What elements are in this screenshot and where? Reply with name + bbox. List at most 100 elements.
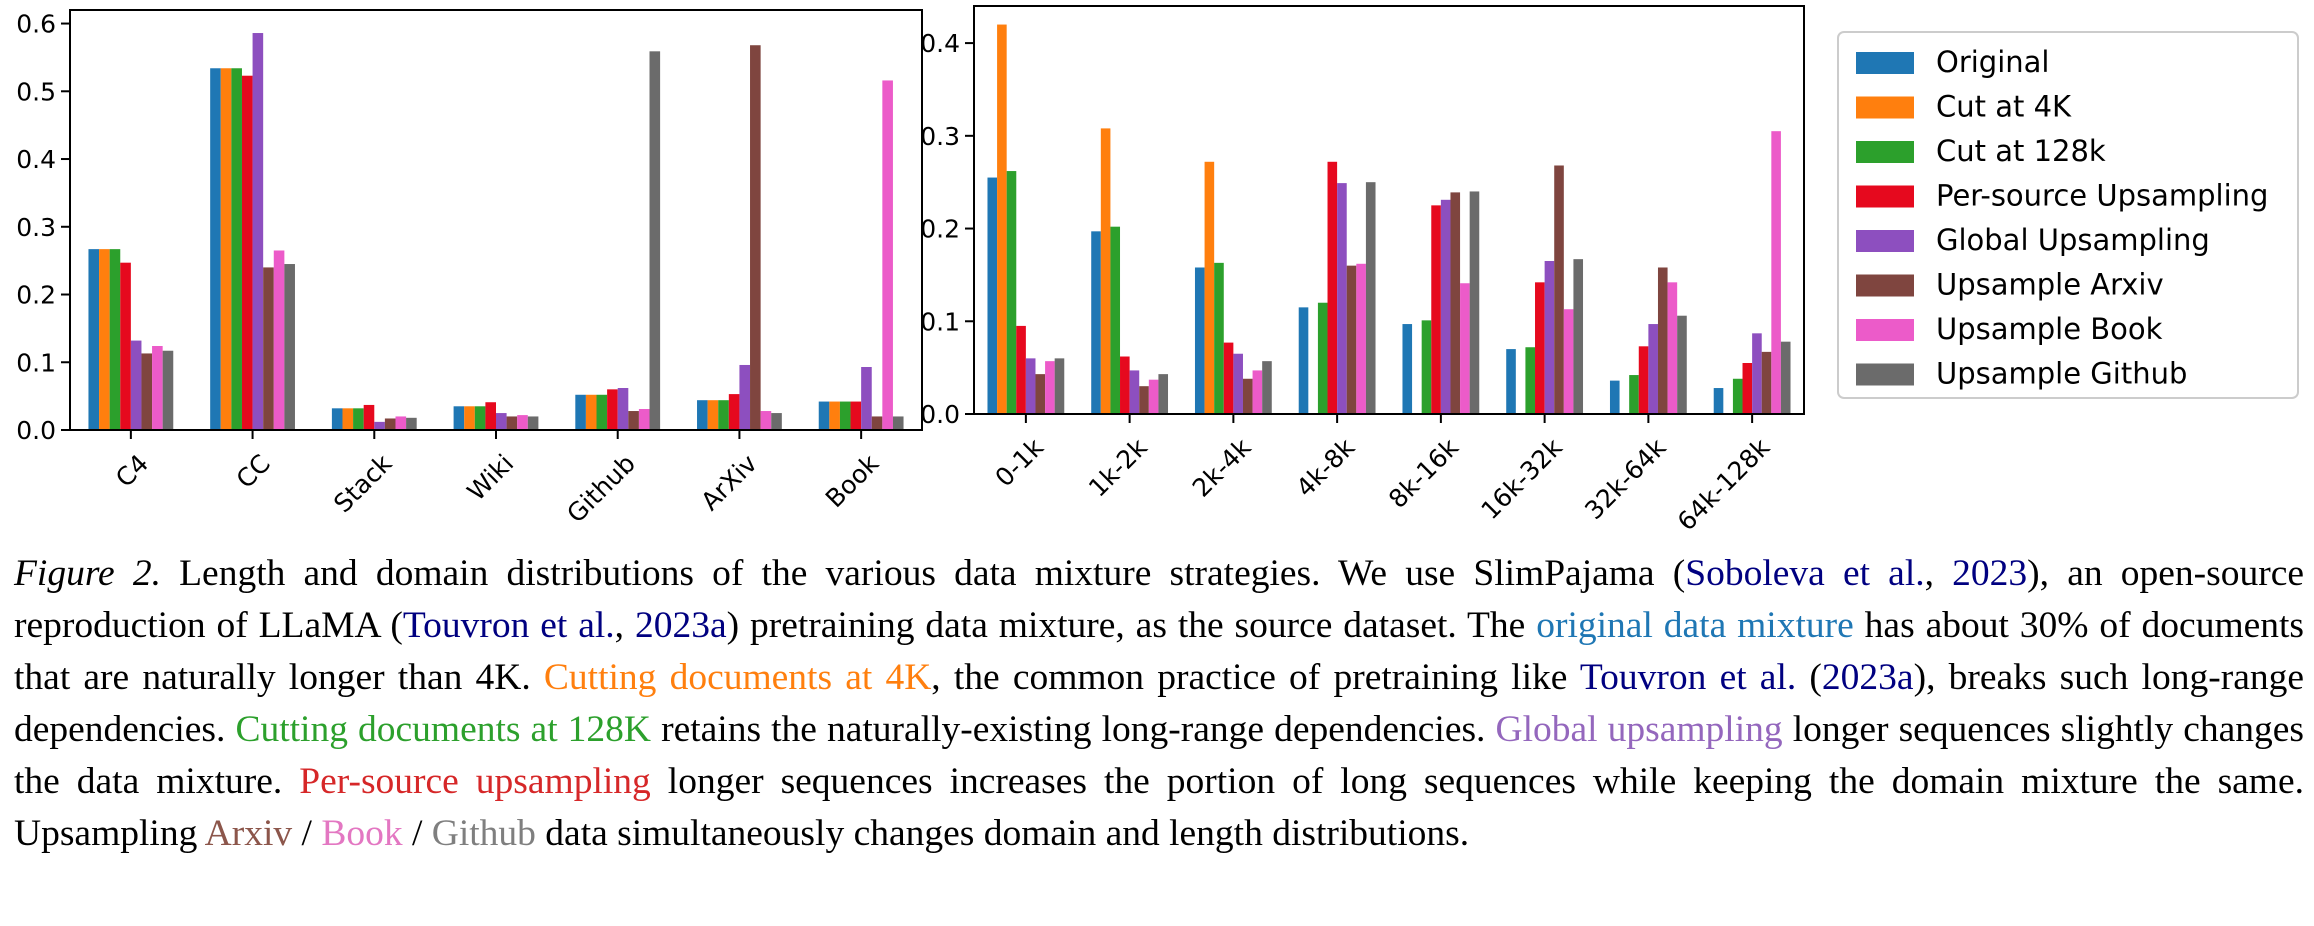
- bar: [485, 402, 496, 430]
- bar: [1544, 261, 1555, 414]
- bar: [1780, 341, 1791, 414]
- chart-panel-1: 0.0 0.1 0.2 0.3 0.4 0.5 0.6 C4 CC Stack Wiki Github…: [16, 9, 923, 528]
- caption-highlight-book: Book: [321, 813, 403, 854]
- y-tick-label: 0.3: [16, 213, 56, 242]
- legend: Original Cut at 4K Cut at 128k Per-source U…: [1837, 31, 2299, 399]
- x-tick-label: Stack: [328, 448, 398, 518]
- bar: [1667, 282, 1678, 414]
- bar: [638, 409, 650, 430]
- bar: [649, 51, 661, 430]
- bar: [760, 411, 772, 430]
- legend-swatch: [1856, 52, 1914, 74]
- caption-text: ,: [614, 605, 635, 646]
- bar: [1016, 325, 1026, 414]
- bar: [517, 415, 528, 430]
- bar: [1440, 199, 1451, 414]
- bar: [406, 417, 417, 430]
- bar: [1025, 358, 1036, 414]
- bar: [464, 406, 475, 430]
- bar: [1450, 192, 1461, 414]
- bar: [395, 416, 407, 430]
- bar: [1761, 351, 1772, 414]
- bar: [829, 401, 840, 430]
- y-tick-label: 0.4: [920, 29, 960, 58]
- bar: [750, 45, 761, 430]
- legend-label: Upsample Arxiv: [1936, 268, 2164, 302]
- citation-link[interactable]: Touvron et al.: [402, 605, 615, 646]
- caption-text: ), breaks such long-range dependencies.: [14, 657, 2304, 750]
- bar: [374, 421, 385, 430]
- legend-label: Cut at 128k: [1936, 134, 2106, 168]
- bar: [1638, 346, 1649, 414]
- bar: [1469, 191, 1480, 414]
- x-tick-label: 8k-16k: [1383, 432, 1464, 513]
- bar: [384, 418, 396, 430]
- caption-text: retains the naturally-existing long-rang…: [651, 709, 1496, 750]
- bar: [1337, 183, 1347, 414]
- legend-label: Upsample Book: [1936, 312, 2163, 346]
- bar: [1365, 182, 1376, 414]
- caption-label: Figure 2.: [14, 553, 161, 594]
- bar: [575, 394, 586, 430]
- bar: [474, 406, 486, 430]
- y-tick-label: 0.6: [16, 10, 56, 39]
- bar: [496, 413, 507, 430]
- bar: [1194, 267, 1205, 414]
- bar: [1110, 226, 1121, 414]
- bar: [453, 406, 465, 430]
- bar: [1554, 165, 1564, 414]
- bar: [1262, 361, 1272, 414]
- bar: [1677, 315, 1687, 414]
- legend-label: Cut at 4K: [1936, 90, 2072, 124]
- bar: [1431, 205, 1441, 414]
- bar: [120, 262, 131, 430]
- caption-highlight-github: Github: [431, 813, 536, 854]
- bar: [1242, 378, 1253, 414]
- bar: [1460, 283, 1470, 414]
- citation-link[interactable]: 2023a: [634, 605, 727, 646]
- caption-text: data simultaneously changes domain and l…: [535, 813, 1470, 854]
- legend-swatch: [1856, 185, 1914, 208]
- citation-link[interactable]: Touvron et al.: [1579, 657, 1797, 698]
- y-tick-label: 0.2: [920, 215, 960, 244]
- bar: [882, 80, 893, 430]
- bar: [1100, 128, 1111, 414]
- legend-label: Original: [1936, 45, 2049, 79]
- bar: [1091, 231, 1101, 414]
- legend-label: Global Upsampling: [1936, 223, 2210, 257]
- citation-link[interactable]: 2023: [1952, 553, 2028, 594]
- bar: [1252, 370, 1263, 414]
- y-tick-label: 0.0: [16, 416, 56, 445]
- y-tick-label: 0.1: [16, 348, 56, 377]
- x-tick-label: ArXiv: [695, 449, 762, 516]
- bar: [1158, 374, 1169, 414]
- y-tick-label: 0.3: [920, 122, 960, 151]
- bar: [284, 264, 295, 430]
- bar: [839, 401, 851, 430]
- bar: [1732, 378, 1743, 414]
- x-tick-label: 1k-2k: [1083, 432, 1153, 502]
- citation-link[interactable]: 2023a: [1821, 657, 1914, 698]
- bar: [1327, 161, 1338, 414]
- citation-link[interactable]: Soboleva et al.: [1685, 553, 1925, 594]
- bar: [987, 177, 998, 414]
- bar: [141, 353, 153, 430]
- bar: [342, 408, 354, 430]
- figure-caption: Figure 2. Length and domain distribution…: [14, 548, 2304, 860]
- legend-frame: [1837, 31, 2299, 399]
- bar: [1648, 324, 1658, 414]
- bar: [818, 401, 830, 430]
- x-tick-label: 2k-4k: [1187, 432, 1257, 502]
- caption-text: (: [1796, 657, 1822, 698]
- bar: [1346, 265, 1357, 414]
- legend-swatch: [1856, 319, 1914, 341]
- x-tick-label: Wiki: [462, 449, 520, 507]
- x-tick-label: C4: [110, 449, 154, 493]
- bar: [1054, 358, 1065, 414]
- bar: [861, 367, 872, 430]
- bar: [220, 68, 232, 430]
- bar: [1771, 131, 1781, 414]
- bar: [707, 400, 719, 430]
- bar: [697, 400, 708, 430]
- bar: [130, 340, 142, 430]
